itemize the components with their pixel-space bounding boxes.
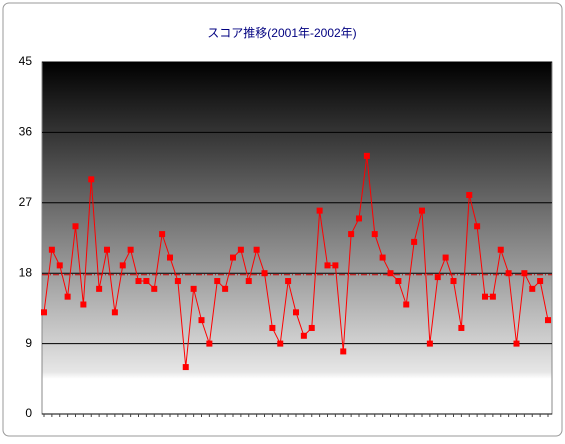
point-marker: [143, 278, 150, 285]
point-marker: [419, 207, 425, 214]
point-marker: [167, 254, 173, 261]
point-marker: [458, 324, 465, 331]
point-marker: [41, 309, 47, 316]
point-marker: [214, 278, 221, 285]
point-marker: [285, 278, 292, 285]
point-marker: [230, 254, 236, 261]
point-marker: [434, 274, 441, 281]
point-marker: [300, 332, 307, 339]
point-marker: [206, 340, 213, 347]
point-marker: [332, 262, 339, 269]
point-marker: [174, 278, 181, 285]
point-marker: [245, 278, 252, 285]
point-marker: [88, 176, 95, 183]
point-marker: [261, 270, 268, 277]
point-marker: [379, 254, 386, 261]
point-marker: [387, 270, 394, 277]
point-marker: [222, 285, 229, 292]
point-marker: [497, 246, 504, 253]
point-marker: [521, 270, 528, 277]
point-marker: [466, 191, 473, 198]
point-marker: [198, 317, 205, 324]
point-marker: [395, 278, 402, 285]
point-marker: [363, 152, 370, 159]
y-tick-label: 0: [25, 406, 32, 420]
point-marker: [505, 270, 512, 277]
plot-area: [41, 61, 553, 415]
point-marker: [96, 285, 103, 292]
point-marker: [450, 278, 457, 285]
point-marker: [72, 223, 79, 230]
point-marker: [253, 246, 260, 253]
point-marker: [411, 238, 418, 245]
point-marker: [403, 301, 410, 308]
point-marker: [119, 262, 126, 269]
point-marker: [277, 340, 284, 347]
point-marker: [135, 278, 142, 285]
chart-title: スコア推移(2001年-2002年): [207, 26, 356, 40]
y-tick-label: 18: [19, 265, 33, 279]
point-marker: [324, 262, 331, 269]
point-marker: [474, 223, 481, 230]
y-tick-label: 9: [25, 336, 32, 350]
point-marker: [426, 340, 433, 347]
point-marker: [48, 246, 55, 253]
point-marker: [151, 285, 158, 292]
point-marker: [356, 215, 362, 222]
point-marker: [489, 293, 496, 300]
y-tick-label: 27: [19, 195, 33, 209]
point-marker: [237, 246, 244, 253]
point-marker: [371, 231, 378, 238]
point-marker: [64, 293, 71, 300]
point-marker: [316, 207, 323, 214]
y-tick-label: 45: [19, 54, 33, 68]
point-marker: [111, 309, 118, 316]
point-marker: [529, 285, 536, 292]
point-marker: [159, 231, 166, 238]
point-marker: [308, 324, 315, 331]
point-marker: [482, 293, 488, 300]
y-tick-label: 36: [19, 125, 33, 139]
point-marker: [104, 246, 110, 253]
point-marker: [190, 285, 197, 292]
point-marker: [56, 262, 63, 269]
point-marker: [348, 231, 355, 238]
point-marker: [513, 340, 520, 347]
point-marker: [182, 364, 189, 371]
point-marker: [545, 317, 551, 324]
point-marker: [127, 246, 134, 253]
point-marker: [537, 278, 544, 285]
point-marker: [293, 309, 299, 316]
point-marker: [269, 324, 276, 331]
point-marker: [80, 301, 87, 308]
point-marker: [340, 348, 347, 355]
point-marker: [442, 254, 449, 261]
